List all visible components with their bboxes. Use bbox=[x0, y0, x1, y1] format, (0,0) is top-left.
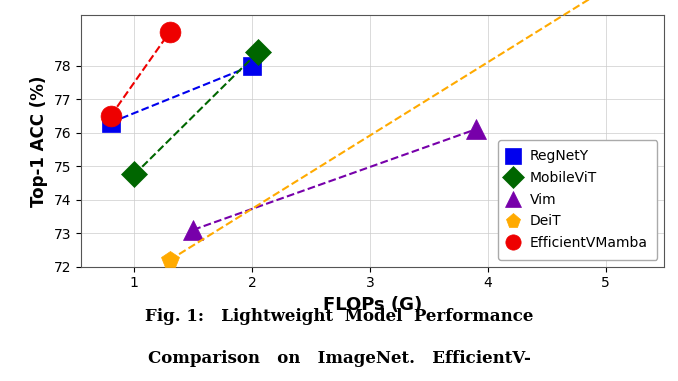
X-axis label: FLOPs (G): FLOPs (G) bbox=[323, 296, 422, 314]
Y-axis label: Top-1 ACC (%): Top-1 ACC (%) bbox=[31, 75, 48, 207]
Legend: RegNetY, MobileViT, Vim, DeiT, EfficientVMamba: RegNetY, MobileViT, Vim, DeiT, Efficient… bbox=[498, 140, 658, 260]
Text: Comparison   on   ImageNet.   EfficientV-: Comparison on ImageNet. EfficientV- bbox=[148, 350, 530, 367]
Text: Fig. 1:   Lightweight  Model  Performance: Fig. 1: Lightweight Model Performance bbox=[145, 308, 533, 325]
